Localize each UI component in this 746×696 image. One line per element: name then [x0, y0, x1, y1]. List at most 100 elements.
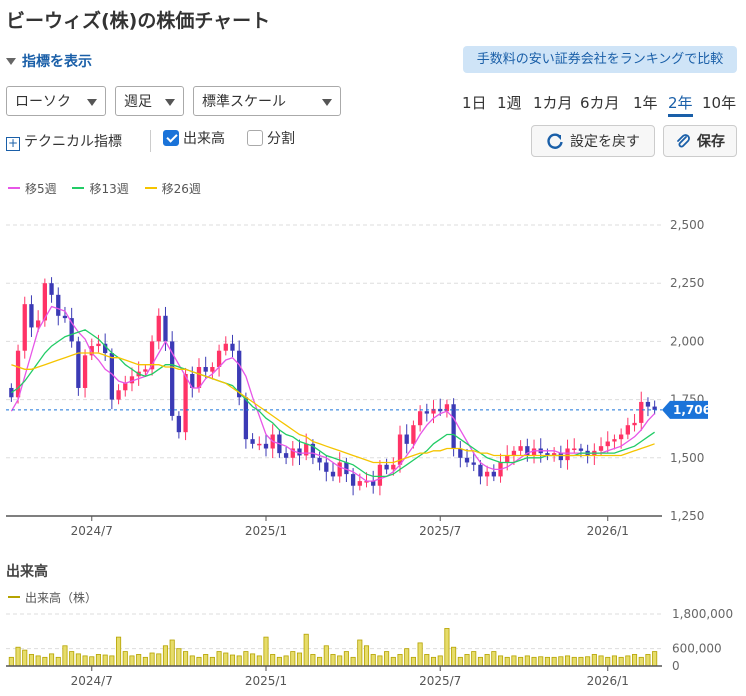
volume-bar	[652, 651, 658, 667]
legend-ma13: 移13週	[72, 182, 129, 196]
candle	[123, 383, 128, 391]
volume-bar	[22, 649, 28, 667]
candle	[384, 464, 389, 470]
candle	[237, 350, 242, 398]
candle	[411, 425, 416, 444]
volume-bar	[183, 651, 189, 667]
candle	[324, 462, 329, 472]
volume-bar	[370, 654, 376, 667]
period-1w[interactable]: 1週	[497, 94, 522, 112]
chart-type-select[interactable]: ローソク	[6, 86, 106, 116]
save-button[interactable]: 保存	[663, 125, 737, 157]
candle	[223, 343, 228, 351]
interval-select[interactable]: 週足	[115, 86, 184, 116]
volume-bar	[578, 656, 584, 667]
candle	[505, 455, 510, 463]
candle	[190, 373, 195, 388]
x-tick-label: 2025/1	[245, 524, 287, 538]
volume-bar	[404, 648, 410, 667]
volume-bar	[236, 655, 242, 667]
volume-bar	[558, 656, 564, 667]
candle	[156, 315, 161, 342]
volume-bar	[464, 654, 470, 667]
volume-bar	[538, 656, 544, 667]
period-10y[interactable]: 10年	[702, 94, 737, 112]
volume-bar	[410, 656, 416, 667]
split-checkbox[interactable]: 分割	[247, 128, 295, 148]
volume-bar	[518, 656, 524, 667]
period-1y[interactable]: 1年	[633, 94, 658, 112]
broker-ranking-link[interactable]: 手数料の安い証券会社をランキングで比較	[463, 46, 737, 73]
volume-bar	[363, 645, 370, 667]
checkbox-empty-icon	[247, 130, 263, 146]
volume-bar	[109, 655, 115, 667]
volume-bar	[49, 653, 55, 667]
volume-bar	[162, 645, 169, 667]
technical-indicators-button[interactable]: + テクニカル指標	[6, 131, 122, 151]
volume-bar	[598, 655, 604, 667]
volume-bar	[544, 656, 550, 667]
candle	[330, 471, 336, 477]
volume-bar	[317, 656, 323, 667]
period-1m[interactable]: 1カ月	[533, 94, 573, 112]
volume-bar	[511, 655, 517, 667]
candle	[310, 443, 316, 458]
volume-bar	[632, 654, 638, 667]
candle	[103, 343, 108, 354]
volume-bar	[283, 655, 289, 667]
volume-chart[interactable]: 1,800,000 600,000 0 2024/7 2025/1 2025/7 2026/…	[0, 606, 746, 696]
show-indicators-toggle[interactable]: 指標を表示	[6, 51, 92, 71]
candle	[639, 401, 644, 423]
candle	[129, 376, 135, 384]
volume-bar	[585, 656, 591, 667]
candle	[551, 453, 557, 456]
candle	[29, 304, 34, 328]
candle	[149, 341, 155, 370]
candle	[170, 341, 175, 416]
volume-tick-label: 0	[672, 659, 680, 673]
y-tick-label: 2,500	[670, 218, 704, 232]
reset-settings-button[interactable]: 設定を戻す	[531, 125, 655, 157]
period-6m[interactable]: 6カ月	[580, 94, 620, 112]
candle	[652, 406, 657, 410]
period-1d[interactable]: 1日	[462, 94, 487, 112]
period-2y[interactable]: 2年	[668, 92, 693, 117]
volume-bar	[417, 642, 423, 667]
volume-bar	[571, 656, 577, 667]
divider	[150, 130, 151, 152]
volume-bar	[491, 651, 497, 667]
candle	[304, 443, 309, 456]
plus-icon: +	[6, 136, 20, 151]
volume-bar	[263, 636, 269, 667]
candle	[283, 453, 289, 458]
volume-bar	[176, 648, 182, 667]
candle	[9, 387, 14, 398]
volume-checkbox[interactable]: 出来高	[163, 128, 225, 148]
candle	[243, 397, 249, 440]
x-tick-label: 2025/7	[419, 524, 461, 538]
ma26-line	[11, 352, 655, 464]
volume-x-tick-label: 2026/1	[587, 674, 629, 688]
scale-select[interactable]: 標準スケール	[193, 86, 341, 116]
volume-bar	[551, 656, 557, 667]
volume-bar	[337, 655, 343, 667]
candle	[56, 294, 61, 316]
chevron-down-icon	[165, 99, 175, 106]
candle	[216, 350, 222, 368]
candle	[49, 283, 54, 295]
volume-bar	[350, 656, 356, 667]
volume-checkbox-label: 出来高	[183, 131, 225, 147]
show-indicators-label: 指標を表示	[22, 54, 92, 70]
candle	[36, 320, 41, 328]
candle	[344, 462, 349, 475]
y-tick-label: 1,250	[670, 509, 704, 523]
candle	[371, 481, 376, 486]
volume-tick-label: 1,800,000	[672, 607, 733, 621]
volume-bar	[122, 651, 128, 667]
reset-label: 設定を戻す	[570, 134, 640, 150]
candle	[565, 448, 570, 461]
volume-bar	[69, 651, 75, 667]
candle	[257, 443, 262, 446]
ma13-line	[11, 329, 655, 478]
